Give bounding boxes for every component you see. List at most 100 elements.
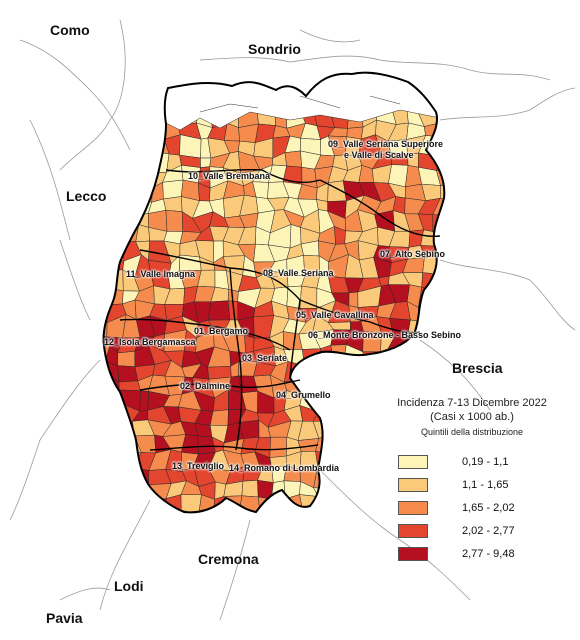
municipality-cell (103, 196, 125, 217)
municipality-cell (301, 72, 318, 80)
municipality-cell (211, 72, 229, 77)
municipality-cell (330, 344, 347, 367)
province-boundary (102, 71, 446, 514)
municipality-cell (121, 510, 141, 513)
municipality-cell (451, 124, 467, 139)
municipality-cell (103, 72, 108, 80)
municipality-cell (106, 467, 123, 483)
municipality-cell (440, 270, 445, 292)
district-boundaries (119, 168, 441, 451)
municipality-cell (365, 408, 382, 429)
municipality-cell (271, 498, 288, 513)
municipality-cell (103, 361, 108, 380)
municipality-cell (362, 425, 382, 444)
municipality-cell (103, 286, 106, 306)
municipality-cell (165, 210, 183, 232)
municipality-cell (103, 258, 107, 275)
municipality-cell (364, 361, 381, 377)
legend-row: 2,02 - 2,77 (398, 523, 515, 539)
municipality-cell (179, 72, 199, 82)
legend-range: 0,19 - 1,1 (462, 456, 509, 468)
municipality-cell (107, 481, 123, 501)
municipality-cell (433, 378, 445, 397)
municipality-cell (316, 509, 333, 513)
municipality-cell (103, 374, 108, 395)
municipality-cell (122, 91, 134, 112)
municipality-cell (317, 496, 335, 513)
municipality-cell (106, 449, 122, 471)
province-label-brescia: Brescia (452, 360, 503, 376)
municipality-cell (120, 467, 135, 488)
municipality-cell (106, 226, 126, 244)
municipality-cell (348, 291, 359, 308)
municipality-cell (284, 150, 303, 168)
legend-swatch (398, 501, 428, 515)
municipality-cell (449, 302, 467, 322)
municipality-cell (451, 199, 467, 216)
legend-swatch (398, 524, 428, 538)
municipality-cell (451, 169, 467, 186)
municipality-cell (118, 72, 138, 80)
legend-range: 2,77 - 9,48 (462, 548, 515, 560)
legend-range: 1,65 - 2,02 (462, 502, 515, 514)
municipality-cell (405, 364, 425, 380)
municipality-cell (448, 271, 467, 289)
municipality-cell (374, 479, 393, 502)
municipality-cell (103, 214, 126, 231)
municipality-cell (417, 72, 438, 84)
municipality-cell (378, 361, 397, 379)
municipality-cell (226, 72, 243, 80)
district-label: 02_Dalmine (180, 381, 231, 391)
municipality-cell (348, 440, 364, 455)
municipality-cell (151, 90, 164, 108)
municipality-cell (342, 408, 367, 429)
municipality-cell (395, 377, 412, 396)
municipality-cell (269, 436, 288, 458)
municipality-cell (107, 514, 126, 529)
municipality-cell (103, 137, 126, 157)
municipality-cell (406, 377, 425, 399)
municipality-cell (212, 513, 230, 529)
municipality-cell (302, 348, 321, 366)
municipality-cell (272, 514, 287, 529)
municipality-cell (118, 149, 138, 174)
legend-swatch (398, 478, 428, 492)
municipality-cell (345, 467, 363, 486)
municipality-cell (403, 344, 422, 368)
district-label: 08_Valle Seriana (263, 268, 334, 278)
municipality-cell (333, 479, 352, 498)
municipality-cell (103, 390, 110, 410)
municipality-cell (132, 106, 156, 128)
municipality-cell (196, 72, 213, 77)
municipality-cell (348, 376, 367, 394)
municipality-cell (103, 165, 126, 189)
municipality-cell (103, 404, 125, 428)
municipality-cell (357, 495, 379, 513)
municipality-cell (147, 77, 169, 94)
legend-range: 1,1 - 1,65 (462, 479, 509, 491)
district-label: 05_Valle Cavallina (296, 310, 374, 320)
municipality-cell (449, 244, 467, 259)
municipality-cell (253, 72, 277, 84)
municipality-cell (162, 179, 184, 200)
municipality-cell (209, 409, 229, 426)
municipality-cell (347, 479, 360, 502)
municipality-cell (377, 469, 393, 488)
municipality-cell (345, 451, 364, 469)
municipality-cell (135, 172, 155, 188)
municipality-cell (103, 269, 124, 292)
municipality-cell (122, 196, 139, 216)
municipality-cell (106, 495, 127, 513)
district-label: 10_Valle Brembana (188, 171, 271, 181)
municipality-cell (103, 481, 109, 500)
municipality-cell (451, 135, 467, 154)
municipality-cell (151, 510, 168, 513)
municipality-cell (451, 379, 467, 395)
municipality-cell (119, 122, 139, 144)
municipality-cell (118, 76, 137, 96)
municipality-cell (133, 78, 152, 92)
municipality-cell (194, 423, 213, 438)
municipality-cell (328, 406, 345, 423)
province-label-pavia: Pavia (46, 610, 83, 626)
legend-range: 2,02 - 2,77 (462, 525, 515, 537)
